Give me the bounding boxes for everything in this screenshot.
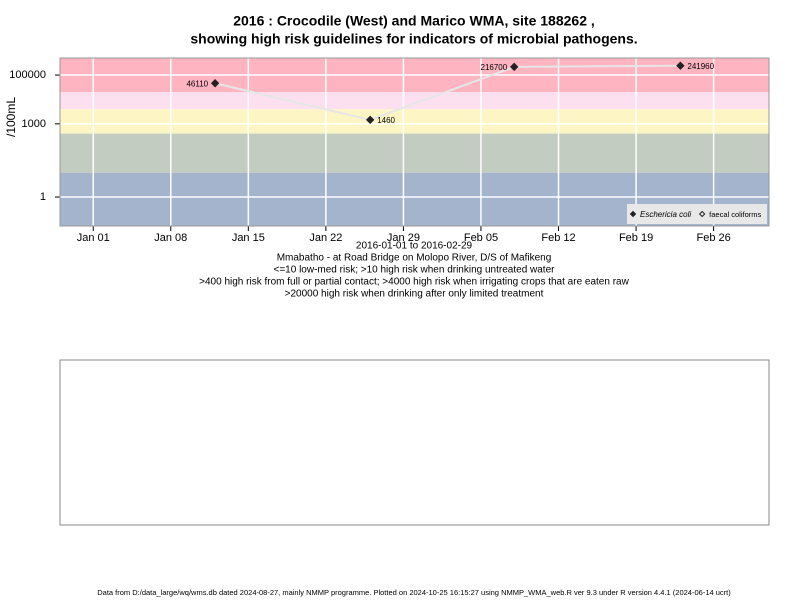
series-line [214, 64, 681, 121]
x-tick-label: Feb 26 [696, 232, 730, 244]
x-tick-label: Feb 05 [464, 232, 498, 244]
x-axis-label: Mmabatho - at Road Bridge on Molopo Rive… [277, 253, 552, 264]
legend-label: Eschericia coli [640, 210, 691, 219]
data-label: 241960 [687, 62, 714, 71]
chart-title: showing high risk guidelines for indicat… [190, 31, 637, 47]
x-axis-label: >20000 high risk when drinking after onl… [285, 289, 544, 300]
plot-frame [59, 57, 770, 227]
x-tick-label: Jan 29 [387, 232, 420, 244]
x-tick-label: Jan 22 [309, 232, 342, 244]
empty-panel [59, 359, 770, 526]
x-tick-label: Jan 08 [154, 232, 187, 244]
risk-band [60, 109, 769, 134]
data-label: 46110 [186, 79, 208, 88]
data-point [676, 61, 685, 70]
legend-marker [629, 210, 637, 218]
x-axis-label: <=10 low-med risk; >10 high risk when dr… [274, 265, 556, 276]
y-tick-label: 100000 [9, 69, 46, 81]
risk-band [60, 133, 769, 173]
footer: Data from D:/data_large/wq/wms.db dated … [97, 588, 731, 597]
legend-marker [698, 210, 706, 218]
x-tick-label: Jan 15 [232, 232, 265, 244]
y-axis-label: /100mL [4, 97, 18, 137]
x-tick-label: Jan 01 [77, 232, 110, 244]
x-tick-label: Feb 19 [619, 232, 653, 244]
data-point [210, 79, 220, 88]
x-tick-label: Feb 12 [541, 232, 575, 244]
data-point [509, 62, 519, 72]
legend-label: faecal coliforms [709, 210, 761, 219]
chart-title: 2016 : Crocodile (West) and Marico WMA, … [233, 13, 595, 29]
y-tick-label: 1000 [22, 118, 46, 130]
data-label: 1460 [377, 116, 395, 125]
x-axis-label: 2016-01-01 to 2016-02-29 [356, 241, 473, 252]
data-point [365, 115, 375, 125]
data-label: 216700 [481, 63, 508, 72]
risk-band [60, 92, 769, 110]
legend-box [627, 204, 767, 224]
y-tick-label: 1 [40, 191, 46, 203]
x-axis-label: >400 high risk from full or partial cont… [199, 277, 629, 288]
